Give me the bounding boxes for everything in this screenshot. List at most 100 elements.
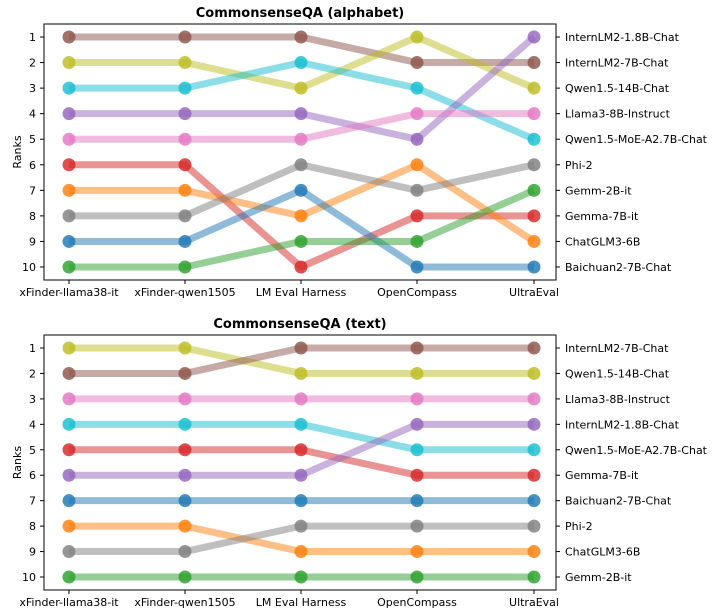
y-tick-label: 6 xyxy=(29,469,36,482)
chart-text: CommonsenseQA (text) Ranks 1 InternLM2-7B… xyxy=(11,317,708,609)
y-tick-label: 7 xyxy=(29,184,36,197)
y-axis-label: Ranks xyxy=(11,446,24,479)
data-point xyxy=(527,366,541,380)
right-axis-model-label: Llama3-8B-Instruct xyxy=(565,108,671,121)
data-point xyxy=(527,392,541,406)
right-axis-model-label: Gemm-2B-it xyxy=(565,184,632,197)
data-point xyxy=(62,545,76,559)
right-axis-model-label: Gemm-2B-it xyxy=(565,571,632,584)
data-point xyxy=(178,260,192,274)
data-point xyxy=(410,494,424,508)
data-point xyxy=(527,132,541,146)
data-point xyxy=(294,366,308,380)
data-point xyxy=(410,81,424,95)
x-tick-label: xFinder-qwen1505 xyxy=(134,596,235,609)
data-point xyxy=(294,443,308,457)
x-tick-label: OpenCompass xyxy=(377,596,457,609)
data-point xyxy=(410,234,424,248)
y-tick-label: 8 xyxy=(29,210,36,223)
data-point xyxy=(527,519,541,533)
y-tick-label: 5 xyxy=(29,133,36,146)
data-point xyxy=(62,417,76,431)
data-point xyxy=(410,107,424,121)
data-point xyxy=(527,260,541,274)
data-point xyxy=(527,494,541,508)
data-point xyxy=(294,545,308,559)
data-point xyxy=(178,183,192,197)
data-point xyxy=(410,260,424,274)
data-point xyxy=(62,443,76,457)
data-point xyxy=(410,545,424,559)
data-point xyxy=(62,209,76,223)
data-point xyxy=(527,30,541,44)
data-point xyxy=(410,570,424,584)
data-point xyxy=(62,56,76,70)
data-point xyxy=(62,260,76,274)
right-axis-model-label: InternLM2-7B-Chat xyxy=(565,342,669,355)
y-tick-label: 8 xyxy=(29,520,36,533)
right-axis-model-label: Llama3-8B-Instruct xyxy=(565,393,671,406)
data-point xyxy=(410,341,424,355)
data-point xyxy=(527,443,541,457)
data-point xyxy=(62,366,76,380)
data-point xyxy=(178,209,192,223)
x-tick-label: xFinder-qwen1505 xyxy=(134,286,235,299)
y-tick-label: 4 xyxy=(29,418,36,431)
data-point xyxy=(527,234,541,248)
data-point xyxy=(410,392,424,406)
chart-alphabet: CommonsenseQA (alphabet) Ranks 1 InternLM… xyxy=(11,6,708,299)
data-point xyxy=(294,260,308,274)
data-point xyxy=(527,468,541,482)
data-point xyxy=(62,519,76,533)
right-axis-model-label: Qwen1.5-14B-Chat xyxy=(565,367,670,380)
right-axis-model-label: Gemma-7B-it xyxy=(565,469,639,482)
data-point xyxy=(62,468,76,482)
data-point xyxy=(178,341,192,355)
axes-frame xyxy=(43,23,557,281)
x-tick-label: LM Eval Harness xyxy=(256,286,347,299)
data-point xyxy=(62,158,76,172)
data-point xyxy=(62,392,76,406)
data-point xyxy=(62,234,76,248)
right-axis-model-label: InternLM2-7B-Chat xyxy=(565,57,669,70)
right-axis-model-label: InternLM2-1.8B-Chat xyxy=(565,31,680,44)
y-tick-label: 6 xyxy=(29,159,36,172)
right-axis-model-label: Baichuan2-7B-Chat xyxy=(565,261,672,274)
axes-frame xyxy=(43,334,557,591)
data-point xyxy=(410,519,424,533)
data-point xyxy=(178,392,192,406)
series-line xyxy=(69,187,536,271)
x-tick-label: xFinder-llama38-it xyxy=(19,596,119,609)
right-axis-model-label: ChatGLM3-6B xyxy=(565,546,640,559)
data-point xyxy=(294,468,308,482)
y-tick-label: 10 xyxy=(22,571,36,584)
right-axis-model-label: Gemma-7B-it xyxy=(565,210,639,223)
data-point xyxy=(527,570,541,584)
y-tick-label: 9 xyxy=(29,235,36,248)
data-point xyxy=(294,158,308,172)
data-point xyxy=(410,132,424,146)
data-point xyxy=(178,158,192,172)
data-point xyxy=(62,107,76,121)
y-tick-label: 2 xyxy=(29,57,36,70)
data-point xyxy=(62,30,76,44)
data-point xyxy=(410,183,424,197)
y-tick-label: 3 xyxy=(29,393,36,406)
data-point xyxy=(410,468,424,482)
data-point xyxy=(178,366,192,380)
right-axis-model-label: Baichuan2-7B-Chat xyxy=(565,495,672,508)
data-point xyxy=(178,545,192,559)
data-point xyxy=(294,132,308,146)
x-tick-label: UltraEval xyxy=(509,596,559,609)
chart-title: CommonsenseQA (text) xyxy=(213,317,386,332)
data-point xyxy=(294,81,308,95)
data-point xyxy=(410,56,424,70)
right-axis-model-label: Qwen1.5-14B-Chat xyxy=(565,82,670,95)
data-point xyxy=(178,81,192,95)
data-point xyxy=(527,81,541,95)
data-point xyxy=(62,570,76,584)
data-point xyxy=(178,56,192,70)
series-line xyxy=(69,186,534,271)
y-tick-label: 1 xyxy=(29,31,36,44)
data-point xyxy=(178,30,192,44)
